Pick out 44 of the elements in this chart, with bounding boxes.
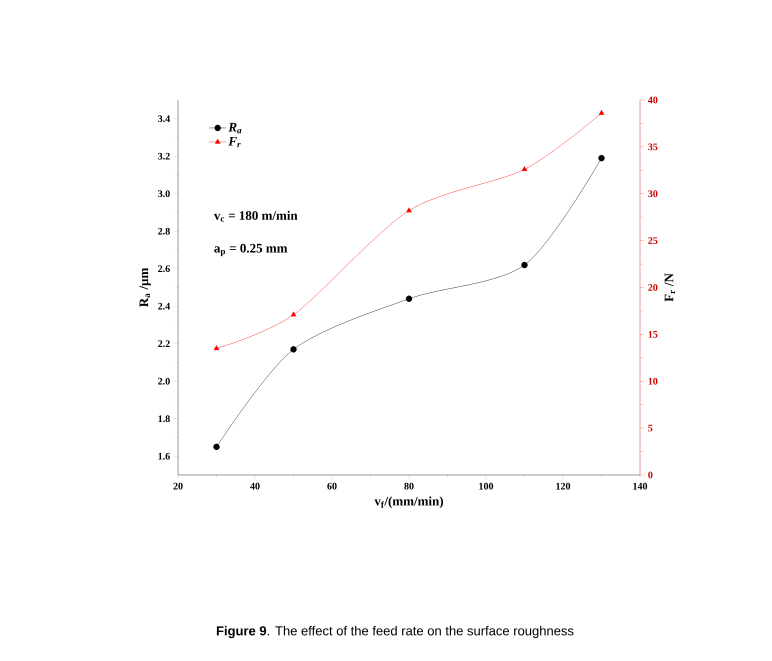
y2-tick-label: 15 <box>648 331 658 338</box>
y-tick-label: 1.8 <box>158 415 170 422</box>
x-axis-title: v$_{f}$/(mm/min) <box>374 496 444 508</box>
y-tick-label: 2.0 <box>158 378 170 385</box>
y-tick-label: 1.6 <box>158 452 170 460</box>
y2-tick-label: 20 <box>648 284 658 291</box>
point <box>290 311 296 316</box>
y-tick-label: 3.2 <box>158 152 170 160</box>
x-tick-label: 120 <box>556 482 570 490</box>
x-tick-label: 40 <box>250 482 260 490</box>
y2-tick-label: 25 <box>648 237 658 244</box>
y-tick-label: 2.4 <box>158 302 170 310</box>
y-tick-label: 3.0 <box>158 190 170 198</box>
point <box>521 262 528 268</box>
point <box>598 154 605 162</box>
annotation: v$_{c}$ = 180 m/min <box>214 210 298 222</box>
point <box>406 296 412 302</box>
text: Figure 9. The effect of the feed rate on the surface roughness <box>216 626 574 638</box>
y2-tick-label: 35 <box>648 144 658 150</box>
x-tick-label: 80 <box>404 482 414 490</box>
y-axis-title: R$_{a}$ /μm <box>140 268 151 308</box>
point <box>522 166 528 172</box>
y-tick-label: 2.2 <box>158 340 170 348</box>
legend-label: R$_{a}$ <box>228 122 242 134</box>
y-tick-label: 2.8 <box>158 228 170 235</box>
point <box>290 346 297 353</box>
y2-tick-label: 0 <box>648 472 652 478</box>
legend-label: F$_{r}$ <box>228 136 241 148</box>
point <box>213 444 220 450</box>
point <box>214 345 220 350</box>
y2-tick-label: 10 <box>648 378 658 385</box>
x-tick-label: 140 <box>633 482 648 490</box>
y-tick-label: 3.4 <box>158 115 170 122</box>
y2-tick-label: 30 <box>648 190 658 198</box>
annotation: a$_{p}$ = 0.25 mm <box>214 244 288 256</box>
y2-axis-title: F$_{r}$ /N <box>664 273 676 302</box>
x-tick-label: 100 <box>479 482 494 490</box>
y2-tick-label: 5 <box>648 424 652 432</box>
x-tick-label: 60 <box>327 482 337 490</box>
point <box>406 207 412 212</box>
y-tick-label: 2.6 <box>158 265 170 272</box>
y2-tick-label: 40 <box>648 96 658 104</box>
point <box>598 110 604 115</box>
x-tick-label: 20 <box>173 482 183 490</box>
